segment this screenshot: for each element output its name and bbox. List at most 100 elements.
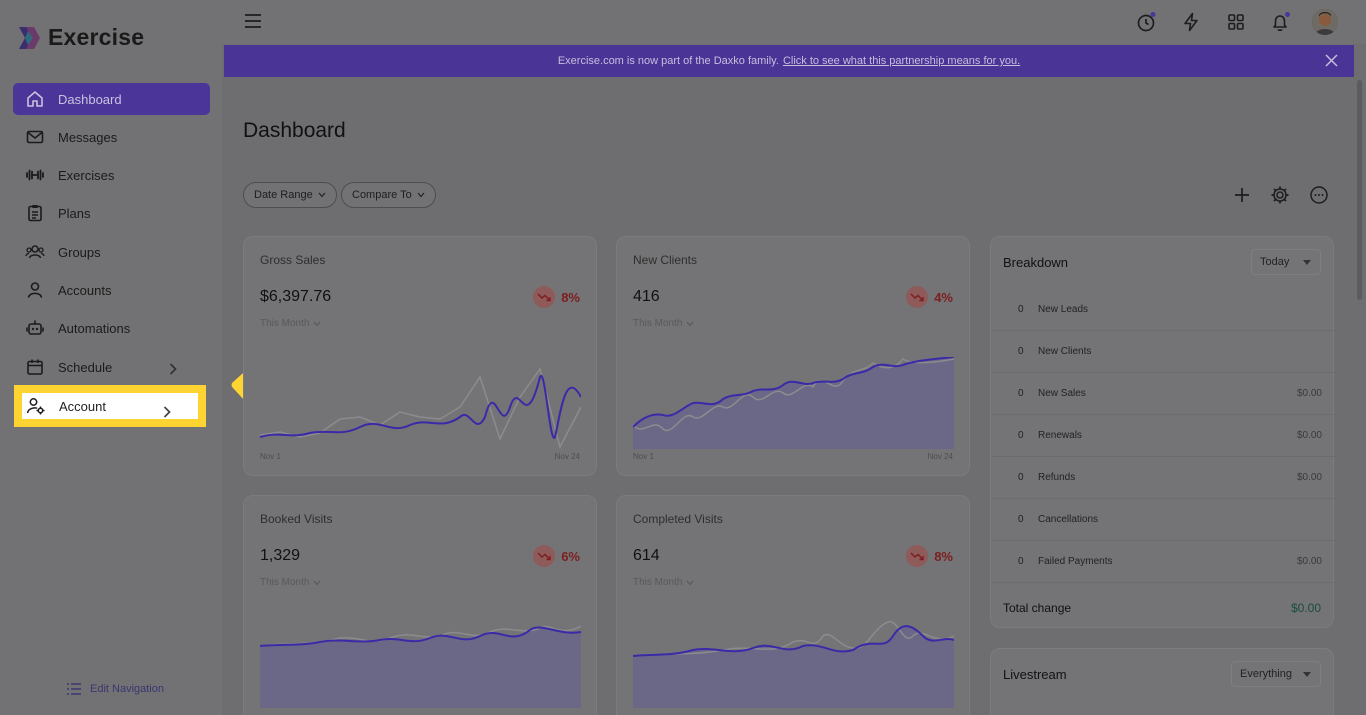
breakdown-title: Breakdown [1003, 255, 1069, 270]
card-title: Gross Sales [260, 253, 326, 267]
row-label: New Clients [1038, 346, 1092, 357]
period-selector[interactable]: This Month [633, 577, 694, 588]
livestream-title: Livestream [1003, 667, 1067, 682]
row-count: 0 [1018, 514, 1024, 525]
edit-navigation-label: Edit Navigation [90, 683, 164, 695]
calendar-icon [27, 359, 43, 375]
chevron-down-icon [687, 321, 694, 326]
trend-down-icon [533, 545, 556, 567]
sidebar-item-label: Automations [58, 320, 131, 336]
clipboard-icon [28, 205, 42, 222]
hamburger-menu-icon[interactable] [244, 13, 262, 29]
announcement-banner: Exercise.com is now part of the Daxko fa… [224, 45, 1354, 77]
row-count: 0 [1018, 556, 1024, 567]
change-badge: 6% [533, 545, 580, 567]
chevron-down-icon [314, 580, 321, 585]
sidebar-item-label: Account [59, 398, 106, 414]
page-scrollbar[interactable] [1357, 80, 1362, 300]
total-change-label: Total change [1003, 601, 1072, 615]
row-amount: $0.00 [1296, 430, 1322, 441]
row-label: New Leads [1038, 304, 1089, 315]
sidebar-item-accounts[interactable]: Accounts [13, 274, 210, 306]
axis-end-label: Nov 24 [927, 452, 953, 461]
trend-down-icon [906, 286, 929, 308]
sidebar-item-exercises[interactable]: Exercises [13, 159, 210, 191]
change-value: 4% [934, 289, 953, 305]
card-value: 1,329 [260, 547, 301, 564]
sidebar-item-account-highlight: Account [14, 385, 206, 427]
card-value: 416 [633, 288, 660, 305]
date-range-filter[interactable]: Date Range [243, 182, 337, 208]
banner-text: Exercise.com is now part of the Daxko fa… [557, 55, 779, 67]
caret-down-icon [1303, 672, 1311, 677]
gear-icon[interactable] [1270, 185, 1290, 205]
livestream-filter-select[interactable]: Everything [1231, 661, 1321, 687]
sidebar-item-label: Schedule [58, 359, 113, 375]
breakdown-row: 0 Renewals $0.00 [991, 415, 1334, 457]
chevron-down-icon [318, 192, 326, 198]
banner-link[interactable]: Click to see what this partnership means… [782, 55, 1021, 67]
sidebar-item-dashboard[interactable]: Dashboard [13, 83, 210, 115]
period-selector[interactable]: This Month [260, 577, 321, 588]
dumbbell-icon [26, 169, 44, 181]
apps-grid-icon[interactable] [1225, 11, 1247, 33]
breakdown-card: Breakdown Today 0 New Leads 0 New Clients … [990, 236, 1334, 628]
clock-icon[interactable] [1135, 11, 1157, 33]
period-selector[interactable]: This Month [260, 318, 321, 329]
exercise-logo-icon [19, 26, 40, 49]
user-avatar[interactable] [1312, 9, 1338, 35]
chevron-right-icon [163, 406, 171, 418]
sidebar-item-label: Dashboard [58, 91, 122, 107]
add-widget-icon[interactable] [1232, 185, 1252, 205]
app-logo[interactable]: Exercise [16, 24, 144, 51]
filter-label: Compare To [352, 189, 412, 201]
booked-visits-sparkline [260, 625, 581, 708]
sidebar-item-label: Plans [58, 205, 91, 221]
sidebar-item-plans[interactable]: Plans [13, 197, 210, 229]
user-gear-icon [26, 398, 45, 415]
card-title: Completed Visits [633, 512, 723, 526]
breakdown-range-select[interactable]: Today [1251, 249, 1321, 275]
row-count: 0 [1018, 430, 1024, 441]
row-label: Renewals [1038, 430, 1082, 441]
caret-down-icon [1303, 260, 1311, 265]
lightning-icon[interactable] [1180, 11, 1202, 33]
close-icon[interactable] [1325, 54, 1338, 67]
breakdown-row: 0 Refunds $0.00 [991, 457, 1334, 499]
gross-sales-card: Gross Sales $6,397.76 8% This Month Nov … [243, 236, 597, 476]
users-icon [25, 245, 45, 259]
avatar-icon [1312, 9, 1338, 35]
sidebar-item-groups[interactable]: Groups [13, 236, 210, 268]
card-title: New Clients [633, 253, 698, 267]
period-label: This Month [633, 577, 683, 588]
sidebar-item-messages[interactable]: Messages [13, 121, 210, 153]
card-title: Booked Visits [260, 512, 333, 526]
breakdown-row: 0 New Leads [991, 289, 1334, 331]
row-count: 0 [1018, 472, 1024, 483]
sidebar-item-automations[interactable]: Automations [13, 312, 210, 344]
row-amount: $0.00 [1296, 556, 1322, 567]
edit-navigation-link[interactable]: Edit Navigation [66, 682, 164, 696]
sidebar-item-schedule[interactable]: Schedule [13, 351, 210, 383]
select-value: Everything [1240, 668, 1292, 680]
top-bar [222, 0, 1366, 44]
bell-icon[interactable] [1269, 11, 1291, 33]
row-label: Failed Payments [1038, 556, 1113, 567]
more-options-icon[interactable] [1309, 185, 1329, 205]
chevron-down-icon [417, 192, 425, 198]
chevron-right-icon [169, 363, 177, 375]
axis-start-label: Nov 1 [633, 452, 654, 461]
app-name: Exercise [48, 24, 145, 50]
select-value: Today [1260, 256, 1290, 268]
row-amount: $0.00 [1296, 472, 1322, 483]
period-label: This Month [260, 318, 310, 329]
card-value: $6,397.76 [260, 288, 332, 305]
breakdown-row: 0 New Sales $0.00 [991, 373, 1334, 415]
breakdown-row: 0 Cancellations [991, 499, 1334, 541]
new-clients-card: New Clients 416 4% This Month Nov 1 Nov … [616, 236, 970, 476]
change-value: 8% [934, 548, 953, 564]
sidebar-item-account[interactable]: Account [22, 393, 198, 419]
compare-to-filter[interactable]: Compare To [341, 182, 436, 208]
period-selector[interactable]: This Month [633, 318, 694, 329]
sidebar-item-label: Groups [58, 244, 101, 260]
